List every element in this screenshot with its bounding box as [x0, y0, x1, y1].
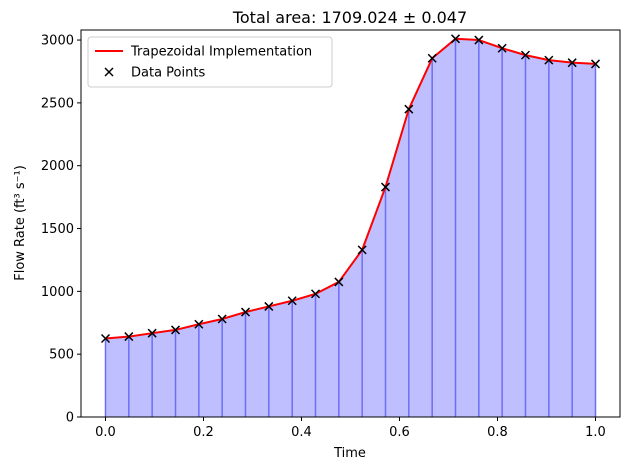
x-tick-label-0: 0.0 [95, 425, 116, 440]
x-tick-label-4: 0.8 [487, 425, 508, 440]
trapezoid-9 [315, 281, 339, 417]
trapezoid-1 [128, 333, 153, 417]
y-tick-label-6: 3000 [41, 34, 74, 49]
y-tick-label-2: 1000 [41, 285, 74, 300]
marker-stroke-b [520, 50, 531, 60]
data-point-12 [380, 182, 391, 192]
marker-stroke-b [217, 314, 227, 324]
data-point-0 [100, 333, 111, 343]
y-tick-label-3: 1500 [41, 222, 74, 237]
trapezoid-0 [105, 336, 129, 417]
trapezoid-10 [338, 249, 363, 417]
marker-stroke-b [567, 58, 577, 68]
marker-stroke-b [474, 35, 484, 45]
data-point-17 [497, 43, 507, 53]
legend-box [87, 36, 333, 88]
data-point-3 [170, 325, 181, 335]
trapezoid-12 [385, 109, 409, 417]
data-point-6 [240, 307, 251, 317]
chart-title: Total area: 1709.024 ± 0.047 [232, 8, 467, 27]
x-tick-label-5: 1.0 [585, 425, 606, 440]
marker-stroke-b [427, 53, 437, 63]
marker-stroke-b [544, 55, 554, 65]
data-point-9 [310, 289, 321, 299]
data-point-8 [287, 296, 297, 306]
data-point-18 [520, 50, 531, 60]
trapezoid-17 [502, 48, 526, 418]
marker-stroke-b [450, 34, 461, 44]
data-point-1 [124, 332, 134, 342]
marker-stroke-b [380, 182, 391, 192]
trapezoid-20 [572, 62, 596, 418]
y-axis-ticks: 0 500 1000 1500 2000 2500 3000 [41, 34, 81, 426]
data-point-layer [100, 34, 601, 343]
data-point-14 [427, 53, 437, 63]
data-point-5 [217, 314, 227, 324]
trapezoid-5 [222, 312, 246, 417]
data-point-19 [544, 55, 554, 65]
data-point-11 [357, 245, 367, 255]
trapezoid-14 [432, 38, 456, 417]
trapezoid-2 [152, 329, 176, 417]
marker-stroke-b [357, 245, 367, 255]
x-tick-label-1: 0.2 [193, 425, 214, 440]
trapezoid-fill-layer [105, 38, 596, 418]
legend-marker-x [104, 67, 114, 77]
marker-stroke-b [264, 301, 274, 311]
marker-stroke-b [170, 325, 181, 335]
legend-marker-swatch [104, 67, 114, 77]
data-point-4 [194, 319, 204, 329]
marker-stroke-b [287, 296, 297, 306]
trapezoid-18 [525, 55, 549, 417]
series-line-layer [105, 37, 596, 340]
data-point-10 [334, 277, 344, 287]
trapezoid-19 [548, 60, 573, 417]
trapezoid-7 [268, 300, 293, 417]
marker-stroke-b [124, 332, 134, 342]
trapezoid-13 [408, 58, 433, 417]
data-point-15 [450, 34, 461, 44]
x-tick-label-3: 0.6 [389, 425, 410, 440]
marker-stroke-b [590, 59, 601, 69]
legend-label-line: Trapezoidal Implementation [130, 45, 312, 60]
marker-stroke-b [194, 319, 204, 329]
legend: Trapezoidal Implementation Data Points [87, 36, 333, 88]
marker-stroke-b [100, 333, 111, 343]
legend-label-points: Data Points [131, 66, 205, 81]
x-axis-ticks: 0.0 0.2 0.4 0.6 0.8 1.0 [95, 417, 606, 440]
data-point-16 [474, 35, 484, 45]
marker-stroke-b [404, 104, 414, 114]
trapezoid-6 [245, 306, 269, 417]
trapezoid-divider-layer [104, 38, 597, 417]
y-axis-title: Flow Rate (ft³ s⁻¹) [13, 165, 28, 281]
data-point-20 [567, 58, 577, 68]
marker-stroke-b [147, 328, 157, 338]
trapezoid-8 [292, 293, 316, 417]
marker-stroke-b [334, 277, 344, 287]
marker-stroke-b [104, 67, 114, 77]
trapezoid-4 [198, 318, 223, 417]
data-point-2 [147, 328, 157, 338]
y-tick-label-0: 0 [66, 411, 74, 426]
trapezoid-3 [175, 324, 199, 417]
x-tick-label-2: 0.4 [291, 425, 312, 440]
y-tick-label-5: 2500 [41, 96, 74, 111]
data-point-21 [590, 59, 601, 69]
marker-stroke-b [310, 289, 321, 299]
trapezoid-11 [362, 187, 386, 417]
series-line-trapezoidal [105, 37, 596, 340]
marker-stroke-b [497, 43, 507, 53]
data-point-7 [264, 301, 274, 311]
marker-stroke-b [240, 307, 251, 317]
trapezoid-16 [478, 40, 503, 418]
x-axis-title: Time [333, 446, 366, 461]
y-tick-label-1: 500 [49, 348, 74, 363]
data-point-13 [404, 104, 414, 114]
y-tick-label-4: 2000 [41, 159, 74, 174]
plot-frame [80, 29, 621, 418]
trapezoid-15 [455, 38, 479, 417]
